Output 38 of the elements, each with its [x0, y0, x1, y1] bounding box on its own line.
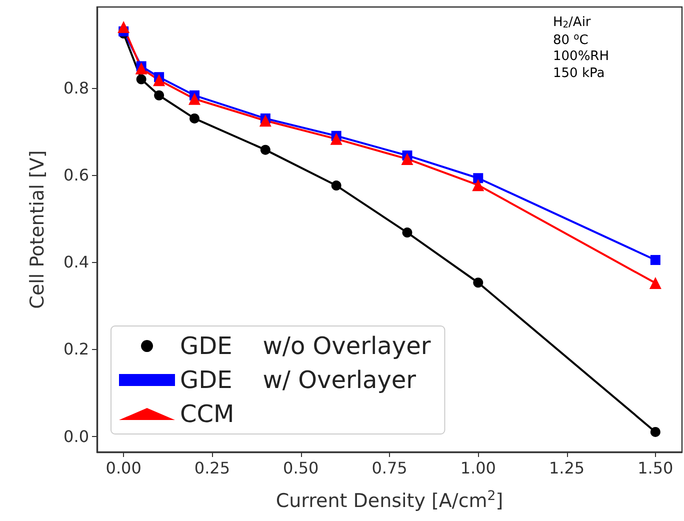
- y-axis-title: Cell Potential [V]: [26, 150, 48, 309]
- x-tick-label: 0.50: [283, 458, 319, 478]
- point: [472, 179, 484, 192]
- point: [402, 228, 412, 238]
- legend-label: GDE w/o Overlayer: [180, 332, 431, 360]
- y-tick-label: 0.6: [64, 166, 89, 185]
- point: [135, 62, 148, 74]
- x-tick-label: 1.25: [548, 458, 585, 478]
- annotation: 100%RH: [553, 49, 609, 64]
- point: [136, 74, 146, 84]
- point: [650, 254, 660, 265]
- point: [649, 277, 662, 290]
- annotation: H2/Air: [553, 15, 592, 30]
- x-tick-label: 1.50: [638, 458, 674, 478]
- point: [331, 180, 342, 191]
- point: [153, 74, 166, 86]
- point: [401, 152, 414, 165]
- point: [473, 173, 484, 184]
- point: [118, 21, 130, 34]
- point: [330, 132, 342, 145]
- point: [154, 90, 164, 100]
- point: [188, 92, 200, 105]
- y-tick-label: 0.8: [64, 78, 89, 98]
- y-tick-label: 0.4: [64, 252, 89, 272]
- legend-label: CCM: [180, 400, 234, 428]
- point: [190, 113, 200, 124]
- x-tick-label: 0.75: [372, 458, 408, 478]
- x-tick-label: 0.25: [194, 458, 230, 478]
- x-tick-label: 1.00: [460, 458, 496, 478]
- x-tick-label: 0.00: [106, 458, 142, 478]
- legend-label: GDE w/ Overlayer: [180, 366, 416, 394]
- annotation: 150 kPa: [553, 66, 605, 81]
- point: [259, 114, 272, 127]
- point: [473, 278, 484, 288]
- point: [650, 426, 660, 437]
- point: [260, 144, 270, 155]
- y-tick-label: 0.2: [64, 340, 89, 359]
- y-tick-label: 0.0: [64, 426, 89, 446]
